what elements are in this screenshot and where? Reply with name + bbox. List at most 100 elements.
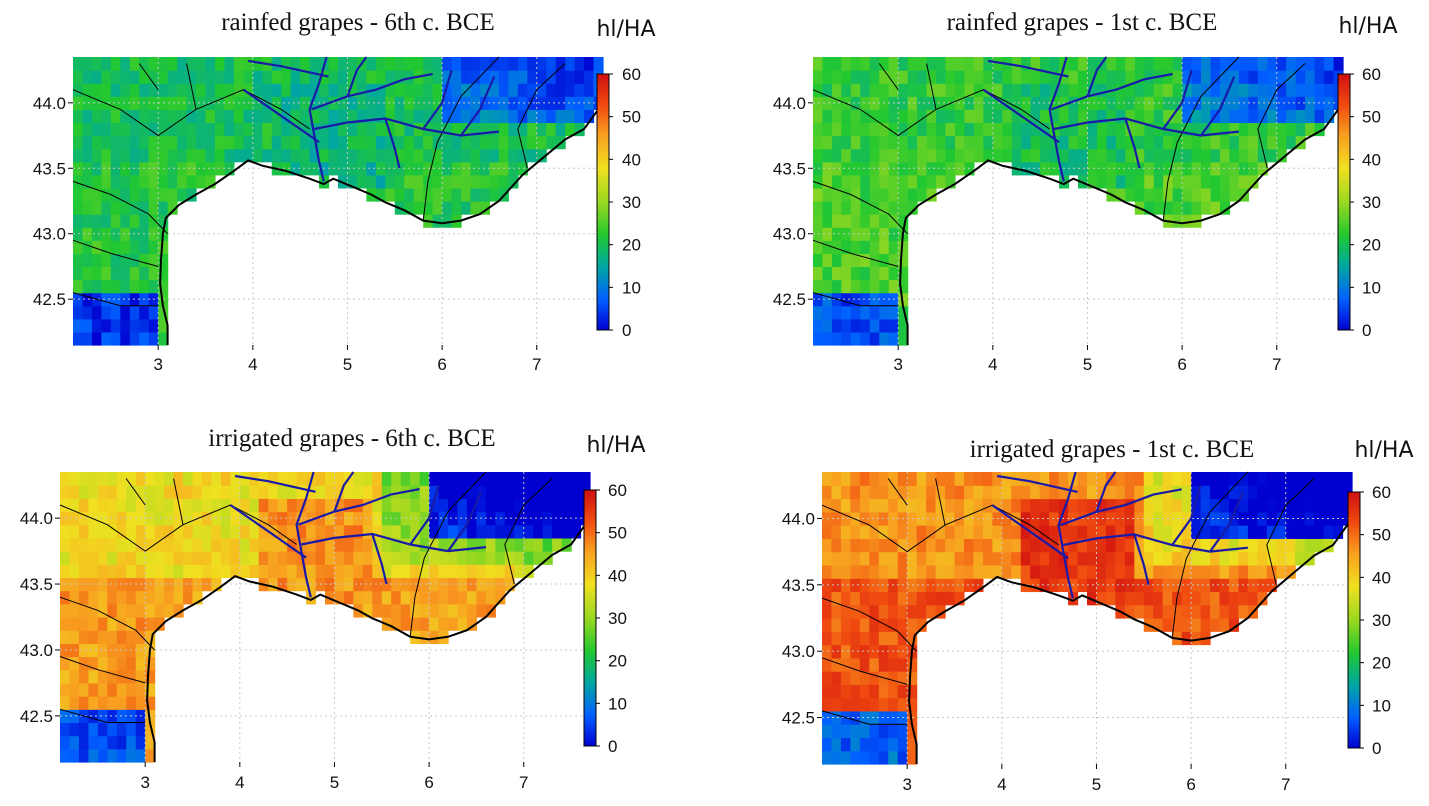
heatmap-cell: [527, 122, 538, 137]
heatmap-cell: [451, 174, 462, 189]
heatmap-cell: [517, 135, 528, 150]
heatmap-cell: [1210, 122, 1221, 137]
heatmap-cell: [1247, 472, 1258, 486]
heatmap-cell: [1295, 70, 1306, 84]
heatmap-cell: [356, 135, 367, 150]
heatmap-cell: [1191, 187, 1202, 202]
heatmap-cell: [888, 697, 899, 712]
heatmap-cell: [822, 174, 833, 189]
heatmap-cell: [888, 279, 899, 294]
heatmap-cell: [898, 122, 909, 137]
heatmap-cell: [813, 305, 824, 320]
heatmap-cell: [201, 564, 213, 579]
heatmap-cell: [963, 472, 975, 486]
heatmap-cell: [1219, 485, 1230, 500]
heatmap-cell: [1153, 604, 1164, 619]
heatmap-cell: [879, 83, 890, 97]
heatmap-cell: [334, 577, 345, 592]
heatmap-cell: [888, 187, 899, 202]
heatmap-cell: [385, 109, 396, 124]
heatmap-cell: [1096, 174, 1107, 189]
heatmap-cell: [822, 240, 833, 254]
heatmap-cell: [277, 472, 288, 486]
heatmap-cell: [489, 174, 500, 189]
heatmap-cell: [325, 551, 336, 565]
heatmap-cell: [78, 590, 89, 605]
heatmap-cell: [214, 109, 226, 124]
heatmap-cell: [1333, 498, 1344, 513]
heatmap-cell: [841, 292, 852, 307]
heatmap-cell: [1333, 472, 1344, 486]
heatmap-cell: [268, 511, 279, 526]
heatmap-cell: [897, 472, 908, 486]
heatmap-cell: [1011, 564, 1022, 579]
heatmap-cell: [1011, 109, 1022, 124]
heatmap-cell: [1040, 161, 1051, 176]
heatmap-cell: [375, 174, 386, 189]
heatmap-cell: [1163, 135, 1174, 150]
heatmap-cell: [281, 83, 292, 97]
heatmap-cell: [353, 551, 364, 565]
heatmap-cell: [1285, 485, 1296, 500]
heatmap-cell: [287, 511, 298, 526]
heatmap-cell: [164, 511, 175, 526]
heatmap-cell: [561, 537, 572, 552]
heatmap-cell: [831, 644, 842, 659]
heatmap-cell: [429, 630, 440, 644]
heatmap-cell: [432, 174, 443, 189]
heatmap-cell: [869, 174, 880, 189]
heatmap-cell: [375, 109, 386, 124]
heatmap-cell: [831, 485, 842, 500]
heatmap-cell: [442, 148, 453, 163]
heatmap-cell: [381, 603, 392, 618]
heatmap-cell: [192, 590, 203, 605]
heatmap-cell: [888, 57, 899, 71]
heatmap-cell: [466, 617, 478, 631]
heatmap-cell: [328, 122, 339, 137]
heatmap-cell: [362, 590, 373, 605]
heatmap-cell: [404, 70, 415, 84]
heatmap-cell: [963, 551, 975, 566]
heatmap-cell: [173, 551, 184, 565]
heatmap-cell: [1153, 148, 1164, 163]
heatmap-cell: [495, 498, 506, 513]
heatmap-cell: [126, 656, 137, 671]
heatmap-cell: [338, 135, 349, 150]
heatmap-cell: [1162, 618, 1173, 632]
x-tick-label: 7: [519, 773, 528, 792]
heatmap-cell: [1163, 187, 1174, 202]
heatmap-cell: [88, 669, 99, 684]
heatmap-cell: [158, 148, 169, 163]
heatmap-cell: [451, 161, 462, 176]
heatmap-cell: [116, 551, 127, 565]
heatmap-cell: [813, 187, 824, 202]
heatmap-cell: [196, 109, 207, 124]
heatmap-cell: [869, 331, 880, 346]
heatmap-cell: [167, 201, 178, 215]
heatmap-cell: [362, 564, 373, 579]
heatmap-cell: [82, 57, 93, 71]
heatmap-cell: [1096, 485, 1107, 500]
heatmap-cell: [1058, 498, 1069, 513]
heatmap-cell: [400, 564, 411, 579]
heatmap-cell: [60, 748, 71, 763]
heatmap-cell: [164, 524, 175, 539]
heatmap-cell: [1106, 96, 1117, 110]
heatmap-cell: [135, 551, 146, 565]
heatmap-cell: [1134, 135, 1145, 150]
heatmap-cell: [97, 603, 108, 618]
heatmap-cell: [945, 70, 956, 84]
heatmap-cell: [1125, 57, 1136, 71]
heatmap-cell: [936, 148, 947, 163]
heatmap-cell: [850, 578, 861, 593]
heatmap-cell: [1153, 591, 1164, 606]
heatmap-cell: [1238, 174, 1249, 189]
heatmap-cell: [1210, 70, 1221, 84]
river: [384, 118, 401, 169]
heatmap-cell: [1144, 57, 1155, 71]
heatmap-cell: [214, 135, 226, 150]
heatmap-cell: [451, 57, 462, 71]
heatmap-cell: [1096, 161, 1107, 176]
heatmap-cell: [813, 240, 824, 254]
heatmap-cell: [164, 603, 175, 618]
